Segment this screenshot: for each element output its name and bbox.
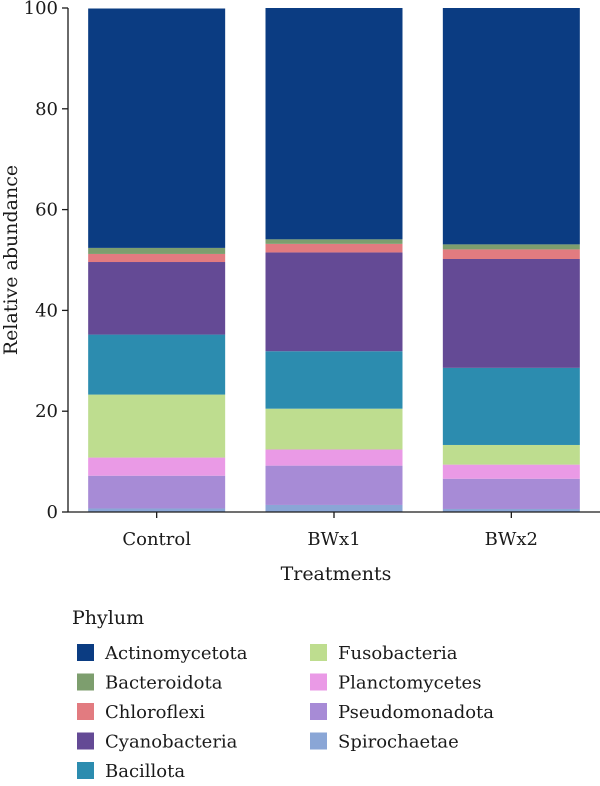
bar-segment-bacteroidota-control	[88, 247, 226, 254]
legend-swatch	[77, 762, 94, 779]
legend-item-chloroflexi: Chloroflexi	[77, 702, 205, 723]
legend-swatch	[77, 673, 94, 691]
legend-label: Actinomycetota	[104, 643, 248, 664]
legend-swatch	[310, 732, 327, 750]
y-tick-label: 0	[47, 502, 58, 523]
bar-segment-fusobacteria-control	[88, 394, 226, 458]
legend-label: Bacillota	[105, 761, 185, 781]
bars-layer	[88, 8, 580, 512]
bar-segment-bacillota-bwx2	[442, 367, 580, 445]
bar-segment-planctomycetes-bwx2	[442, 464, 580, 479]
y-tick-label: 100	[24, 0, 58, 19]
bar-segment-spirochaetae-bwx1	[265, 504, 403, 512]
bar-segment-bacillota-bwx1	[265, 351, 403, 409]
legend-swatch	[310, 673, 327, 691]
bar-segment-bacteroidota-bwx2	[442, 244, 580, 250]
y-tick-label: 20	[35, 401, 58, 422]
bar-segment-pseudomonadota-bwx2	[442, 478, 580, 509]
legend-item-bacillota: Bacillota	[77, 761, 185, 782]
x-tick-label-bwx2: BWx2	[485, 529, 538, 550]
legend-swatch	[77, 644, 94, 661]
bar-stack-control	[88, 8, 226, 512]
legend-item-planctomycetes: Planctomycetes	[310, 673, 481, 694]
legend-item-cyanobacteria: Cyanobacteria	[77, 732, 238, 753]
legend-swatch	[310, 644, 327, 661]
legend-item-bacteroidota: Bacteroidota	[77, 673, 223, 694]
legend-label: Spirochaetae	[338, 732, 459, 753]
bar-stack-bwx2	[442, 8, 580, 512]
y-tick-label: 60	[35, 200, 58, 221]
bar-segment-cyanobacteria-bwx2	[442, 258, 580, 368]
bar-segment-chloroflexi-bwx1	[265, 243, 403, 253]
legend-label: Pseudomonadota	[338, 702, 494, 723]
axes-layer: 0 20 40 60 80 100 Control BWx1 BWx2	[24, 0, 600, 550]
x-tick-label-control: Control	[122, 529, 191, 550]
bar-segment-cyanobacteria-bwx1	[265, 252, 403, 352]
legend-title: Phylum	[72, 607, 144, 629]
y-tick-label: 80	[35, 99, 58, 120]
bar-segment-bacteroidota-bwx1	[265, 239, 403, 244]
legend-swatch	[77, 703, 94, 720]
bar-stack-bwx1	[265, 8, 403, 512]
legend-label: Planctomycetes	[338, 673, 481, 694]
y-axis-title: Relative abundance	[0, 165, 22, 355]
legend-swatch	[310, 703, 327, 720]
legend: Phylum Actinomycetota Bacteroidota Chlorof…	[72, 607, 494, 782]
x-axis-title: Treatments	[281, 563, 392, 585]
x-tick-label-bwx1: BWx1	[307, 529, 360, 550]
bar-segment-fusobacteria-bwx1	[265, 408, 403, 450]
bar-segment-spirochaetae-bwx2	[442, 508, 580, 512]
bar-segment-actinomycetota-bwx1	[265, 8, 403, 240]
legend-item-fusobacteria: Fusobacteria	[310, 643, 458, 664]
bar-segment-planctomycetes-control	[88, 457, 226, 476]
bar-segment-planctomycetes-bwx1	[265, 449, 403, 466]
bar-segment-actinomycetota-control	[88, 8, 226, 248]
legend-label: Fusobacteria	[338, 643, 458, 664]
y-tick-label: 40	[35, 300, 58, 321]
bar-segment-bacillota-control	[88, 334, 226, 395]
legend-label: Cyanobacteria	[105, 732, 238, 753]
legend-item-spirochaetae: Spirochaetae	[310, 732, 459, 753]
bar-segment-chloroflexi-bwx2	[442, 249, 580, 259]
bar-segment-spirochaetae-control	[88, 508, 226, 512]
legend-label: Chloroflexi	[105, 702, 205, 723]
bar-segment-cyanobacteria-control	[88, 262, 226, 335]
bar-segment-chloroflexi-control	[88, 253, 226, 263]
legend-item-pseudomonadota: Pseudomonadota	[310, 702, 494, 723]
bar-segment-fusobacteria-bwx2	[442, 444, 580, 465]
legend-item-actinomycetota: Actinomycetota	[77, 643, 248, 664]
bar-segment-pseudomonadota-control	[88, 475, 226, 509]
legend-swatch	[77, 732, 94, 750]
bar-segment-actinomycetota-bwx2	[442, 8, 580, 245]
bar-segment-pseudomonadota-bwx1	[265, 465, 403, 505]
legend-label: Bacteroidota	[105, 673, 223, 694]
